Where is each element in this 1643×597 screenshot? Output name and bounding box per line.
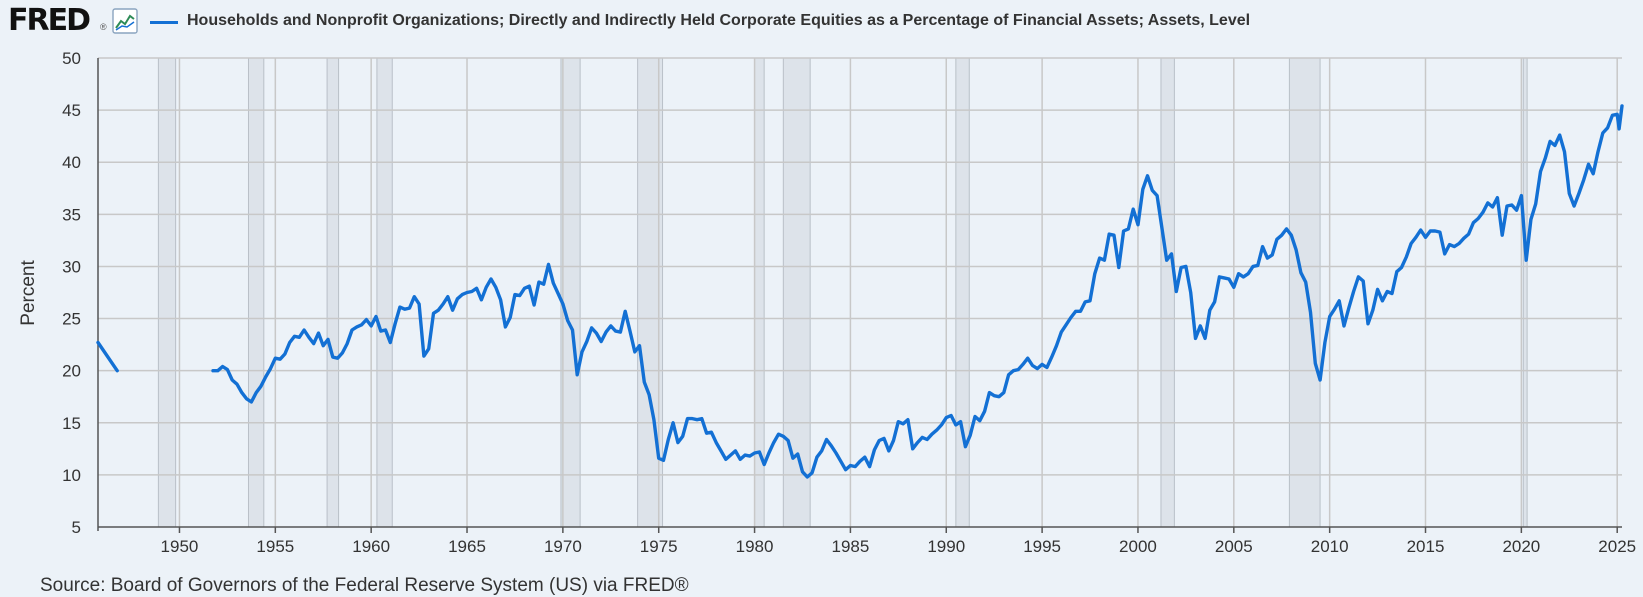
x-tick-label-1950: 1950 [161, 537, 199, 556]
x-tick-label-2005: 2005 [1215, 537, 1253, 556]
y-axis-title: Percent [18, 260, 39, 326]
x-tick-label-1955: 1955 [256, 537, 294, 556]
y-tick-label-45: 45 [62, 101, 81, 120]
x-tick-label-1960: 1960 [352, 537, 390, 556]
source-note: Source: Board of Governors of the Federa… [40, 575, 689, 596]
series-title[interactable]: Households and Nonprofit Organizations; … [187, 12, 1251, 29]
recession-band-10 [1288, 57, 1321, 528]
fred-registered-mark: ® [100, 22, 107, 32]
x-tick-label-1970: 1970 [544, 537, 582, 556]
x-tick-label-2000: 2000 [1119, 537, 1157, 556]
x-tick-label-1990: 1990 [927, 537, 965, 556]
y-tick-label-30: 30 [62, 257, 81, 276]
x-tick-label-1965: 1965 [448, 537, 486, 556]
x-tick-label-1995: 1995 [1023, 537, 1061, 556]
series-line [96, 104, 1624, 479]
y-tick-label-25: 25 [62, 310, 81, 329]
recession-bands [157, 57, 1528, 528]
series-line-segment-0[interactable] [96, 340, 119, 373]
chart-header: FRED ® Households and Nonprofit Organiza… [0, 0, 1643, 42]
y-tick-label-40: 40 [62, 153, 81, 172]
recession-band-2 [326, 57, 340, 528]
x-tick-label-2010: 2010 [1311, 537, 1349, 556]
x-tick-label-2015: 2015 [1407, 537, 1445, 556]
series-legend-swatch [150, 21, 178, 24]
recession-band-0 [157, 57, 177, 528]
axes [97, 58, 1622, 533]
x-tick-label-1985: 1985 [832, 537, 870, 556]
x-tick-label-2020: 2020 [1502, 537, 1540, 556]
y-tick-label-50: 50 [62, 49, 81, 68]
recession-band-4 [560, 57, 581, 528]
y-tick-labels: 5 10 15 20 25 30 35 40 45 50 [62, 49, 81, 537]
x-tick-labels: 1950 1955 1960 1965 1970 1975 1980 1985 1990 1995… [161, 537, 1637, 556]
recession-band-3 [376, 57, 393, 528]
y-tick-label-35: 35 [62, 205, 81, 224]
y-tick-label-15: 15 [62, 414, 81, 433]
x-tick-label-1980: 1980 [736, 537, 774, 556]
y-tick-label-10: 10 [62, 466, 81, 485]
recession-band-11 [1522, 57, 1528, 528]
recession-band-8 [955, 57, 970, 528]
recession-band-9 [1160, 57, 1175, 528]
line-graph-icon[interactable] [112, 8, 138, 34]
y-tick-label-5: 5 [72, 518, 81, 537]
recession-band-1 [247, 57, 265, 528]
y-tick-label-20: 20 [62, 362, 81, 381]
fred-logo[interactable]: FRED [8, 3, 91, 38]
series-line-segment-1[interactable] [211, 104, 1624, 479]
x-tick-label-1975: 1975 [640, 537, 678, 556]
x-tick-label-2025: 2025 [1598, 537, 1636, 556]
